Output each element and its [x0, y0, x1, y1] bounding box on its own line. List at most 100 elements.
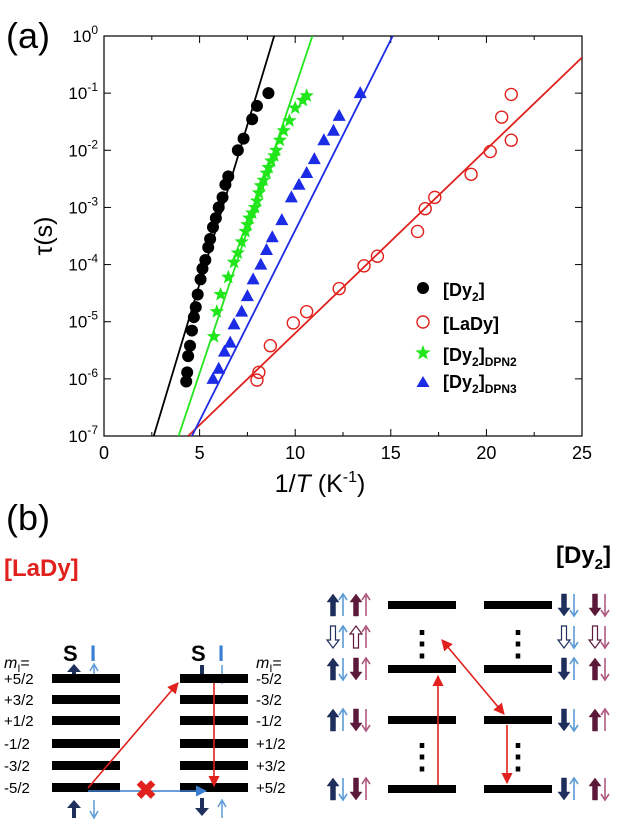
data-point: [292, 177, 306, 190]
spin-arrow: [588, 593, 602, 617]
data-point: [216, 191, 229, 204]
spin-arrow: [569, 641, 579, 650]
y-tick-labels: 100 10-1 10-2 10-3 10-4 10-5 10-6 10-7: [68, 23, 98, 446]
data-point: [250, 373, 264, 387]
data-point: [276, 123, 291, 137]
spin-arrow: [326, 657, 340, 681]
dy2-levels: [388, 601, 552, 793]
dy2-dots-4: ⋮: [501, 738, 535, 776]
spin-arrow: [588, 708, 602, 732]
data-point: [317, 133, 331, 146]
spin-arrow: [348, 625, 364, 649]
spin-arrow: [588, 777, 602, 801]
data-point: [286, 316, 300, 330]
data-point: [231, 144, 244, 157]
x-tick-label: 0: [99, 443, 109, 463]
data-point: [204, 233, 217, 246]
energy-level: [52, 695, 120, 704]
ml-value-right: -5/2: [256, 671, 282, 688]
data-point: [246, 272, 260, 285]
data-point: [191, 288, 204, 301]
fit-line: [187, 56, 582, 436]
y-tick-label: 10-2: [68, 137, 98, 160]
data-point: [299, 88, 314, 102]
spin-arrow: [338, 592, 348, 601]
data-point: [295, 92, 310, 107]
data-point: [263, 339, 278, 353]
fit-line: [191, 36, 394, 436]
data-point: [418, 202, 432, 216]
energy-level: [180, 674, 248, 683]
spin-arrow: [557, 593, 571, 617]
data-point: [494, 110, 509, 124]
data-point: [222, 170, 235, 183]
legend-label-dpn3: [Dy2]DPN3: [443, 372, 517, 396]
left-i-label-2: I: [218, 641, 224, 666]
data-point: [189, 301, 202, 314]
ml-value-left: -1/2: [4, 736, 30, 753]
y-tick-label: 10-3: [68, 194, 98, 217]
spin-arrow: [569, 656, 579, 665]
fit-line: [177, 36, 314, 436]
spin-arrow: [557, 708, 571, 732]
data-point: [259, 165, 274, 180]
spin-arrow: [361, 656, 371, 665]
data-point: [370, 249, 385, 263]
spin-arrow: [557, 777, 571, 801]
data-point: [240, 289, 254, 302]
data-point: [238, 223, 253, 238]
data-point: [223, 335, 237, 348]
data-point: [464, 167, 478, 181]
spin-arrow: [326, 777, 340, 801]
data-point: [206, 371, 220, 384]
data-points: [180, 86, 518, 388]
data-point: [249, 193, 265, 207]
spin-arrow: [600, 793, 610, 802]
data-point: [182, 350, 195, 363]
ml-value-left: +1/2: [4, 713, 34, 730]
energy-level: [52, 716, 120, 725]
spin-arrow: [587, 625, 603, 649]
spin-arrow: [349, 777, 363, 801]
data-point: [262, 87, 275, 100]
ml-value-left: +3/2: [4, 692, 34, 709]
ml-value-right: -3/2: [256, 692, 282, 709]
data-point: [212, 361, 226, 374]
spin-arrow: [325, 625, 341, 649]
data-point: [261, 159, 276, 174]
ml-value-left: -3/2: [4, 758, 30, 775]
data-point: [194, 273, 207, 286]
data-point: [483, 144, 497, 159]
energy-level: [52, 674, 120, 683]
dy2-title: [Dy2]: [556, 542, 611, 573]
ml-value-right: -1/2: [256, 713, 282, 730]
x-tick-label: 10: [285, 443, 305, 463]
data-point: [353, 86, 367, 99]
x-tick-label: 20: [476, 443, 496, 463]
data-point: [260, 242, 274, 255]
data-point: [282, 113, 297, 127]
data-point: [307, 152, 321, 165]
x-tick-label: 5: [195, 443, 205, 463]
ml-value-right: +3/2: [256, 758, 286, 775]
forbidden-cross-icon: ✖: [135, 775, 157, 805]
data-point: [206, 329, 222, 343]
data-point: [251, 185, 266, 199]
legend-marker-lady: [416, 315, 430, 329]
y-tick-label: 10-7: [68, 423, 98, 446]
data-point: [250, 99, 263, 112]
data-point: [209, 304, 224, 318]
legend-label-dpn2: [Dy2]DPN2: [443, 345, 517, 369]
data-point: [428, 190, 442, 205]
left-s-label-1: S: [63, 641, 78, 666]
panel-a-label: (a): [6, 15, 50, 56]
y-tick-label: 10-5: [68, 309, 98, 332]
data-point: [256, 172, 271, 187]
data-point: [212, 201, 225, 214]
energy-level: [180, 783, 248, 792]
legend: [Dy2] [LaDy] [Dy2]DPN2 [Dy2]DPN3: [415, 280, 517, 396]
spin-arrow: [361, 776, 371, 785]
dy2-dots-1: ⋮: [405, 625, 439, 663]
data-point: [237, 132, 250, 145]
left-bottom-spin-arrows: [67, 798, 227, 820]
